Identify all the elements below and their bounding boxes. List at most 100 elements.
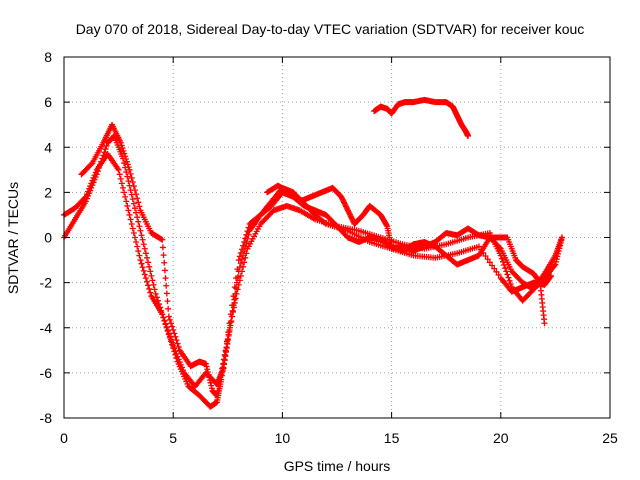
data-point [208,385,215,392]
data-point [496,244,503,251]
data-point [225,329,232,336]
data-point [174,353,181,360]
data-point [536,278,543,285]
data-point [236,253,243,260]
y-tick-label: 4 [44,139,52,155]
data-point [169,323,176,330]
data-point [89,177,96,184]
data-point [140,267,147,274]
data-point [206,374,213,381]
data-point [128,220,135,227]
data-point [86,185,93,192]
data-point [134,214,141,221]
data-point [134,243,141,250]
data-point [122,153,129,160]
data-point [208,382,215,389]
data-point [165,313,172,320]
data-point [547,273,554,280]
data-point [484,256,491,263]
data-point [238,246,245,253]
data-point [241,259,248,266]
data-point [136,223,143,230]
data-point [498,255,505,262]
data-point [135,248,142,255]
data-point [133,191,140,198]
data-point [164,298,171,305]
data-point [237,260,244,267]
data-point [152,290,159,297]
data-point [215,383,222,390]
data-point [162,275,169,282]
data-point [465,132,472,139]
data-point [222,347,229,354]
data-point [217,374,224,381]
data-point [124,202,131,209]
data-point [202,360,209,367]
y-tick-label: 0 [44,230,52,246]
data-point [129,225,136,232]
data-point [165,330,172,337]
x-tick-label: 20 [493,430,509,446]
y-tick-label: 2 [44,184,52,200]
data-point [81,195,88,202]
data-point [175,356,182,363]
x-tick-label: 25 [602,430,618,446]
data-point [121,150,128,157]
data-point [491,265,498,272]
data-point [234,266,241,273]
data-point [175,343,182,350]
data-point [133,209,140,216]
y-tick-labels: -8 -6 -4 -2 0 2 4 6 8 [40,49,53,426]
data-point [130,200,137,207]
data-point [147,268,154,275]
data-point [117,175,124,182]
data-point [173,350,180,357]
data-point [119,184,126,191]
data-point [233,285,240,292]
data-point [85,188,92,195]
data-point [504,271,511,278]
data-point [231,284,238,291]
data-point [174,340,181,347]
data-point [552,261,559,268]
data-point [127,216,134,223]
data-point [227,311,234,318]
data-point [149,277,156,284]
x-tick-labels: 0 5 10 15 20 25 [60,430,618,446]
y-tick-label: 6 [44,94,52,110]
data-point [158,236,165,243]
data-point [213,392,220,399]
data-point [214,387,221,394]
data-point [489,262,496,269]
data-point [130,183,137,190]
y-tick-label: -4 [40,320,53,336]
data-series [61,96,565,410]
data-point [135,218,142,225]
data-point [240,242,247,249]
data-point [83,191,90,198]
data-point [146,263,153,270]
data-point [159,311,166,318]
x-tick-label: 10 [275,430,291,446]
data-point [88,180,95,187]
data-point [235,257,242,264]
data-point [205,371,212,378]
data-point [233,275,240,282]
data-point [204,366,211,373]
data-point [203,363,210,370]
plot-frame [63,56,611,419]
data-point [163,323,170,330]
data-point [173,337,180,344]
data-point [170,342,177,349]
data-point [126,211,133,218]
data-point [548,272,555,279]
data-point [161,259,168,266]
data-point [119,145,126,152]
data-point [162,320,169,327]
data-point [172,333,179,340]
data-point [124,173,131,180]
data-point [139,236,146,243]
y-axis-label: SDTVAR / TECUs [5,182,21,294]
data-point [92,169,99,176]
